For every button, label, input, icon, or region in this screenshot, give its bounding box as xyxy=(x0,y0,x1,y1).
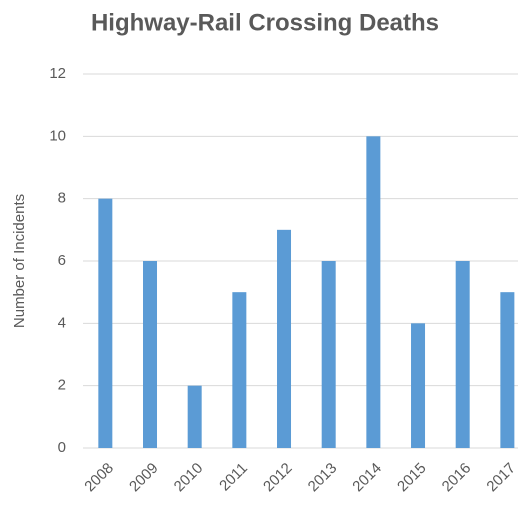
bar xyxy=(98,198,113,448)
y-tick-label: 8 xyxy=(58,190,66,207)
y-axis-label: Number of Incidents xyxy=(11,194,28,328)
x-tick-label: 2012 xyxy=(260,460,296,496)
bar xyxy=(366,136,381,449)
bar xyxy=(321,261,336,448)
bar xyxy=(455,261,470,448)
bar xyxy=(500,292,515,448)
bar xyxy=(143,261,158,448)
x-tick-label: 2014 xyxy=(349,460,385,496)
x-tick-label: 2015 xyxy=(394,460,430,496)
x-tick-label: 2010 xyxy=(171,460,207,496)
y-tick-label: 12 xyxy=(49,65,66,82)
bar xyxy=(277,229,292,448)
chart-title: Highway-Rail Crossing Deaths xyxy=(91,9,439,36)
x-tick-label: 2016 xyxy=(439,460,475,496)
bar xyxy=(187,385,202,448)
x-tick-label: 2017 xyxy=(483,460,519,496)
x-tick-label: 2008 xyxy=(81,460,117,496)
y-tick-label: 0 xyxy=(58,439,66,456)
bar xyxy=(411,323,426,448)
y-tick-label: 4 xyxy=(58,314,66,331)
bar xyxy=(232,292,247,448)
y-tick-label: 6 xyxy=(58,252,66,269)
x-tick-label: 2009 xyxy=(126,460,162,496)
x-tick-label: 2011 xyxy=(216,460,251,495)
y-tick-label: 10 xyxy=(49,127,66,144)
y-tick-label: 2 xyxy=(58,377,66,394)
x-tick-label: 2013 xyxy=(305,460,341,496)
